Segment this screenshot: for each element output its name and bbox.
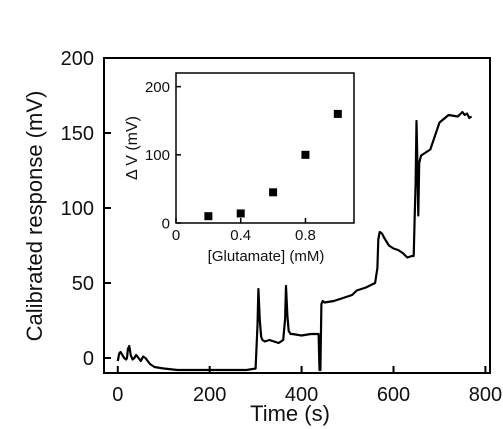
inset-data-point [269,188,278,197]
main-plot-frame [103,57,491,374]
main-x-ticks: 0 200 400 600 800 [112,366,502,406]
main-x-tick-label: 800 [469,384,502,406]
main-y-tick-label: 0 [83,348,94,370]
main-x-tick-label: 400 [285,384,318,406]
inset-y-ticks: 0 100 200 [145,79,181,232]
main-series-line [116,110,473,372]
main-y-ticks: 0 50 100 150 200 [61,48,111,370]
inset-y-axis-title: Δ V (mV) [124,116,141,180]
inset-chart: 0 0.4 0.8 0 100 200 [Glutamate] (mM) Δ V (mV… [124,72,355,265]
main-x-axis-title: Time (s) [250,401,330,426]
main-y-tick-label: 200 [61,48,94,70]
main-y-tick-label: 100 [61,198,94,220]
inset-x-ticks: 0 0.4 0.8 [172,218,316,244]
inset-y-tick-label: 100 [145,147,170,164]
inset-data-point [236,209,245,218]
inset-data-point [204,212,213,221]
inset-x-axis-title: [Glutamate] (mM) [208,248,325,265]
inset-y-tick-label: 200 [145,79,170,96]
inset-data-point [333,109,342,118]
main-x-tick-label: 600 [377,384,410,406]
inset-x-tick-label: 0.4 [230,227,251,244]
main-y-tick-label: 50 [72,273,94,295]
main-y-axis-title: Calibrated response (mV) [22,91,47,342]
inset-x-tick-label: 0.8 [295,227,316,244]
inset-x-tick-label: 0 [172,227,180,244]
inset-data-point [301,150,310,159]
inset-y-tick-label: 0 [162,215,170,232]
main-x-tick-label: 0 [112,384,123,406]
main-y-tick-label: 150 [61,123,94,145]
inset-points [204,109,342,221]
main-x-tick-label: 200 [193,384,226,406]
inset-plot-frame [175,72,355,224]
main-chart: 0 200 400 600 800 0 50 100 150 200 Time (s) Cali… [22,48,502,426]
